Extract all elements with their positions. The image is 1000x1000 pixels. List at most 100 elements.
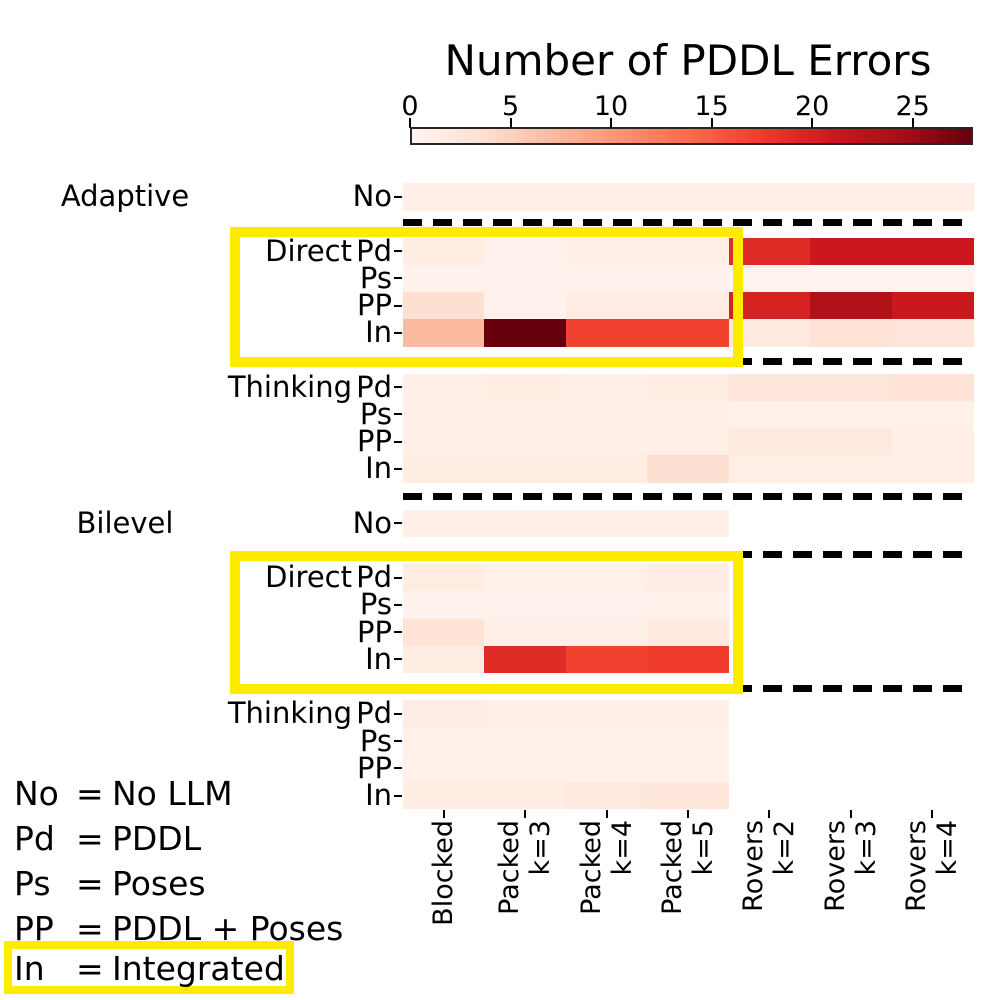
heatmap-cell (647, 264, 730, 293)
heatmap-cell (647, 428, 730, 456)
x-axis-tick (768, 810, 771, 818)
legend-equals: = (76, 774, 104, 813)
y-axis-tick (394, 440, 402, 443)
heatmap-cell (403, 591, 486, 619)
heatmap-cell (647, 564, 730, 592)
row-label: PP (357, 287, 392, 322)
heatmap-cell (647, 400, 730, 429)
y-axis-tick (394, 331, 402, 334)
row-label: Pd (356, 560, 392, 595)
heatmap-cell (810, 455, 893, 483)
colorbar-tick-label: 0 (401, 91, 419, 122)
column-label: Packed k=5 (657, 820, 719, 915)
heatmap-cell (647, 455, 730, 483)
row-label: Ps (359, 260, 392, 295)
legend-meaning: PDDL (112, 819, 202, 858)
y-axis-tick (394, 386, 402, 389)
colorbar-tick (509, 118, 512, 128)
y-axis-tick (394, 413, 402, 416)
colorbar-tick (610, 118, 613, 128)
heatmap-cell (484, 564, 567, 592)
heatmap-cell (565, 509, 648, 538)
heatmap-cell (484, 264, 567, 293)
heatmap-cell (484, 727, 567, 756)
legend-abbr: In (14, 949, 45, 988)
heatmap-cell (403, 264, 486, 293)
x-axis-tick (687, 810, 689, 818)
row-label: In (365, 451, 392, 486)
y-axis-tick (394, 195, 402, 198)
heatmap-cell (484, 781, 567, 810)
heatmap-cell (565, 428, 648, 456)
heatmap-cell (403, 455, 486, 483)
heatmap-cell (810, 373, 893, 402)
x-axis-tick (524, 810, 527, 818)
heatmap-cell (403, 319, 486, 347)
heatmap-cell (891, 400, 974, 429)
heatmap-cell (484, 455, 567, 483)
legend-equals: = (76, 949, 104, 988)
x-axis-tick (605, 810, 608, 818)
x-axis-tick (849, 810, 852, 818)
legend-equals: = (76, 864, 104, 903)
heatmap-cell (403, 373, 486, 402)
heatmap-cell (810, 264, 893, 293)
heatmap-cell (647, 291, 730, 320)
y-axis-tick (394, 712, 402, 715)
heatmap-cell (565, 645, 648, 674)
chart-title: Number of PDDL Errors (444, 36, 932, 85)
colorbar-tick-label: 5 (501, 91, 520, 122)
heatmap-cell (484, 428, 567, 456)
heatmap-cell (647, 754, 730, 783)
heatmap-cell (891, 291, 974, 320)
y-axis-tick (394, 658, 402, 661)
colorbar-tick-label: 20 (794, 91, 830, 122)
highlight-box (230, 550, 743, 694)
heatmap-cell (728, 428, 811, 456)
heatmap-cell (810, 319, 893, 347)
heatmap-cell (484, 618, 567, 647)
row-label: No (352, 179, 392, 213)
section-label: Direct (265, 233, 352, 268)
heatmap-cell (565, 618, 648, 647)
colorbar-tick-label: 15 (694, 91, 729, 122)
heatmap-cell (565, 700, 648, 728)
y-axis-tick (394, 631, 402, 634)
y-axis-tick (394, 576, 402, 579)
heatmap-cell (647, 727, 730, 756)
y-axis-tick (394, 604, 402, 606)
row-label: Ps (359, 587, 392, 622)
heatmap-cell (403, 754, 486, 783)
section-label: Thinking (227, 369, 352, 404)
heatmap-cell (728, 373, 811, 402)
heatmap-cell (403, 727, 486, 756)
colorbar-tick-label: 25 (895, 91, 930, 122)
heatmap-cell (403, 645, 486, 674)
y-axis-tick (394, 467, 402, 470)
y-axis-tick (394, 250, 402, 253)
legend-item: Ps = Poses (14, 865, 206, 903)
legend-item: Pd = PDDL (14, 820, 201, 858)
row-label: Ps (359, 723, 392, 758)
heatmap-cell (403, 183, 486, 211)
row-label: No (352, 505, 392, 540)
heatmap-cell (810, 291, 893, 320)
heatmap-cell (484, 700, 567, 728)
heatmap-cell (891, 264, 974, 293)
heatmap-cell (565, 291, 648, 320)
heatmap-cell (403, 700, 486, 728)
row-label: Pd (356, 369, 392, 404)
legend-item: No = No LLM (14, 775, 233, 813)
row-label: PP (357, 424, 392, 458)
y-axis-tick (394, 767, 402, 770)
heatmap-cell (565, 237, 648, 266)
heatmap-cell (647, 700, 730, 728)
heatmap-cell (403, 237, 486, 266)
heatmap-cell (728, 400, 811, 429)
heatmap-cell (728, 455, 811, 483)
heatmap-cell (891, 428, 974, 456)
row-label: In (365, 641, 392, 676)
heatmap-cell (403, 509, 486, 538)
x-axis-tick (931, 810, 934, 818)
